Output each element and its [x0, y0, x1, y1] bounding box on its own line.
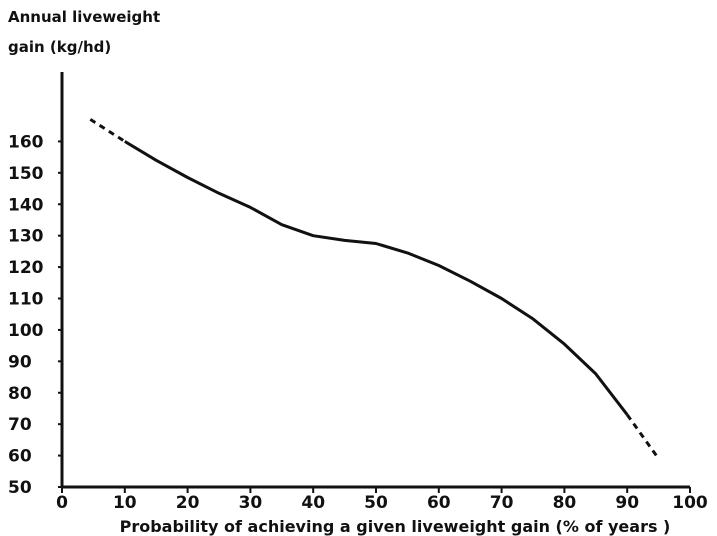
x-tick-label: 40: [301, 493, 325, 513]
y-axis-title-line-1: Annual liveweight: [8, 8, 161, 26]
x-tick-label: 10: [113, 493, 137, 513]
x-tick-label: 0: [56, 493, 68, 513]
y-tick-label: 150: [8, 164, 44, 184]
x-tick-label: 90: [615, 493, 639, 513]
y-ticks: 50 60 70 80 90 100 110 120 130 140 150 160: [8, 132, 62, 498]
y-tick-label: 80: [8, 384, 32, 404]
y-tick-label: 160: [8, 132, 44, 152]
x-tick-label: 20: [176, 493, 200, 513]
x-tick-label: 80: [553, 493, 577, 513]
x-tick-label: 30: [239, 493, 263, 513]
y-axis-title-line-2: gain (kg/hd): [8, 38, 112, 56]
y-tick-label: 120: [8, 258, 44, 278]
x-tick-label: 70: [490, 493, 514, 513]
series-line-dashed-2: [625, 413, 660, 460]
x-tick-label: 100: [672, 493, 708, 513]
x-axis-title: Probability of achieving a given livewei…: [120, 517, 671, 536]
y-tick-label: 130: [8, 227, 44, 247]
x-ticks: 0 10 20 30 40 50 60 70 80 90 100: [56, 487, 708, 513]
y-tick-label: 140: [8, 195, 44, 215]
y-tick-label: 110: [8, 290, 44, 310]
x-tick-label: 50: [364, 493, 388, 513]
series: [89, 118, 660, 460]
series-line-solid-0: [124, 140, 629, 416]
series-line-dashed-1: [89, 118, 126, 143]
y-tick-label: 60: [8, 447, 32, 467]
y-tick-label: 70: [8, 415, 32, 435]
y-tick-label: 90: [8, 352, 32, 372]
x-tick-label: 60: [427, 493, 451, 513]
y-tick-label: 50: [8, 478, 32, 498]
axes: [60, 72, 690, 489]
y-tick-label: 100: [8, 321, 44, 341]
